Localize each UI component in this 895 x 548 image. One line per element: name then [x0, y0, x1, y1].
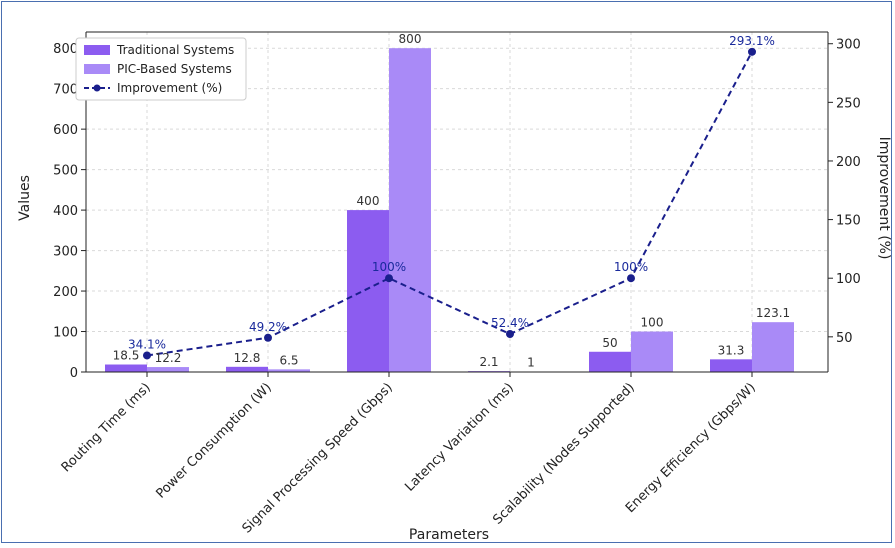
bar-pic: [631, 332, 673, 372]
improvement-label: 52.4%: [491, 316, 529, 330]
y-tick-label: 500: [53, 164, 78, 179]
improvement-marker: [264, 334, 272, 342]
y-axis-title: Values: [17, 175, 33, 221]
x-tick-label: Power Consumption (W): [153, 380, 274, 501]
x-tick-label: Routing Time (ms): [59, 380, 154, 475]
improvement-label: 34.1%: [128, 337, 166, 351]
legend-label-pic: PIC-Based Systems: [117, 62, 232, 76]
bar-traditional: [710, 359, 752, 372]
bar-label-pic: 1: [527, 356, 535, 370]
bar-traditional: [226, 367, 268, 372]
bar-label-traditional: 2.1: [479, 355, 498, 369]
y-tick-label: 0: [70, 366, 78, 381]
bar-pic: [752, 322, 794, 372]
bar-label-pic: 100: [641, 316, 664, 330]
legend-label-traditional: Traditional Systems: [116, 43, 234, 57]
y-tick-label: 600: [53, 123, 78, 138]
improvement-label: 293.1%: [729, 34, 775, 48]
y2-tick-label: 250: [836, 96, 861, 111]
y-tick-label: 300: [53, 245, 78, 260]
improvement-marker: [627, 274, 635, 282]
x-tick-label: Signal Processing Speed (Gbps): [240, 380, 396, 536]
y2-tick-label: 150: [836, 214, 861, 229]
bar-label-pic: 6.5: [279, 353, 298, 367]
y-tick-label: 700: [53, 83, 78, 98]
bar-pic: [389, 48, 431, 372]
x-tick-label: Scalability (Nodes Supported): [490, 380, 637, 527]
improvement-marker: [506, 330, 514, 338]
bar-pic: [147, 367, 189, 372]
x-axis-title: Parameters: [409, 527, 489, 543]
y-tick-label: 200: [53, 285, 78, 300]
bar-label-pic: 12.2: [155, 351, 182, 365]
improvement-label: 49.2%: [249, 320, 287, 334]
legend-label-improvement: Improvement (%): [117, 81, 222, 95]
legend-swatch-pic: [84, 64, 110, 74]
y2-tick-label: 300: [836, 38, 861, 53]
legend-swatch-improvement-marker: [94, 85, 101, 92]
bar-label-traditional: 31.3: [718, 343, 745, 357]
x-tick-label: Energy Efficiency (Gbps/W): [623, 380, 759, 516]
y2-tick-label: 100: [836, 272, 861, 287]
improvement-marker: [748, 48, 756, 56]
bar-label-traditional: 400: [357, 194, 380, 208]
improvement-marker: [385, 274, 393, 282]
improvement-label: 100%: [614, 260, 648, 274]
bar-traditional: [347, 210, 389, 372]
y-tick-label: 400: [53, 204, 78, 219]
bar-label-pic: 800: [399, 32, 422, 46]
bar-label-pic: 123.1: [756, 306, 790, 320]
x-tick-label: Latency Variation (ms): [402, 380, 516, 494]
y2-axis-title: Improvement (%): [876, 137, 892, 260]
bar-traditional: [589, 352, 631, 372]
improvement-marker: [143, 351, 151, 359]
legend: Traditional Systems PIC-Based Systems Im…: [76, 38, 246, 100]
y2-tick-label: 50: [836, 331, 853, 346]
y-tick-label: 800: [53, 42, 78, 57]
improvement-label: 100%: [372, 260, 406, 274]
axes: 0100200300400500600700800501001502002503…: [53, 32, 861, 536]
y2-tick-label: 200: [836, 155, 861, 170]
bar-label-traditional: 12.8: [234, 351, 261, 365]
bar-traditional: [105, 365, 147, 372]
bar-label-traditional: 50: [602, 336, 617, 350]
legend-swatch-traditional: [84, 45, 110, 55]
y-tick-label: 100: [53, 326, 78, 341]
